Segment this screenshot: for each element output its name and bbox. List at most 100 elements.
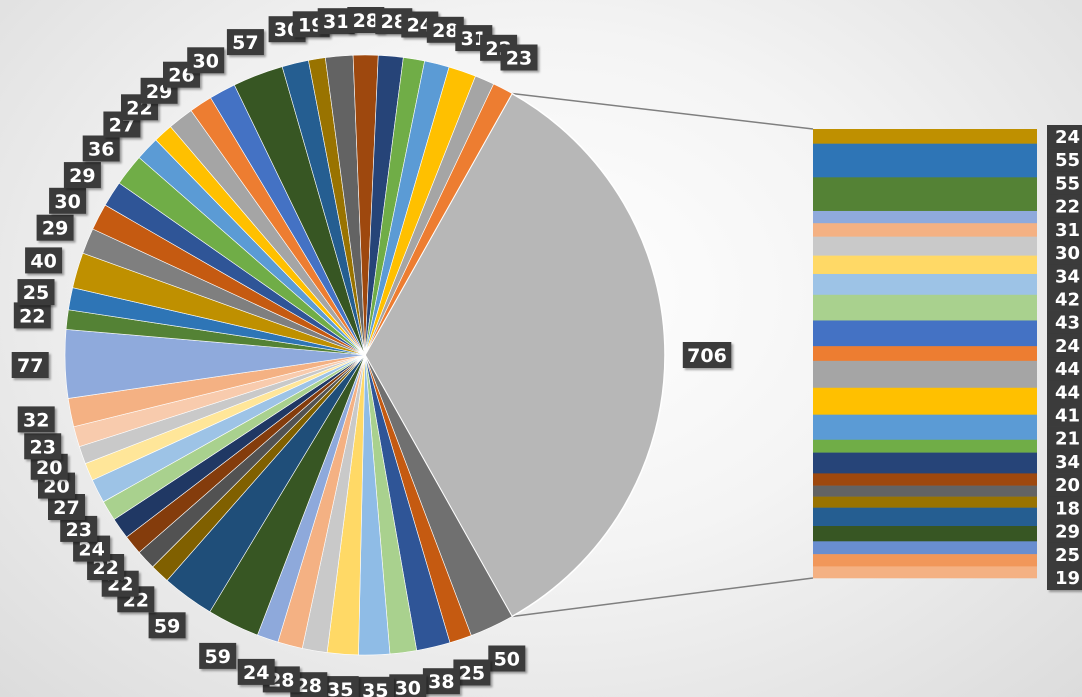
bar-segment (813, 177, 1037, 212)
data-label-box (1047, 217, 1082, 242)
data-label-text: 22 (92, 557, 118, 579)
pie-slices (64, 54, 666, 656)
data-label-text: 28 (381, 11, 407, 33)
data-label-box (1047, 287, 1082, 312)
data-label-text: 22 (1055, 197, 1080, 218)
data-label-box (682, 342, 732, 368)
bar-data-label: 19 (1047, 566, 1082, 590)
data-label-box (422, 668, 460, 695)
data-label-box (321, 676, 359, 697)
bar-segment (813, 143, 1037, 178)
data-label-box (1047, 194, 1082, 219)
data-label-text: 29 (42, 218, 68, 240)
data-label-box (1047, 241, 1082, 266)
data-label-box (199, 642, 237, 669)
bar-segment (813, 210, 1037, 224)
pie-data-label: 22 (87, 554, 125, 580)
pie-data-label: 22 (13, 302, 51, 329)
bar-segment (813, 507, 1037, 527)
data-label-box (1047, 426, 1082, 451)
bar-data-label: 41 (1047, 403, 1082, 428)
data-label-box (63, 162, 101, 189)
bar-data-label: 44 (1047, 380, 1082, 405)
data-label-text: 57 (232, 32, 258, 54)
data-label-text: 18 (1055, 498, 1080, 519)
data-label-text: 19 (1055, 568, 1080, 589)
pie-data-label: 29 (36, 214, 74, 241)
bar-segment (813, 294, 1037, 321)
data-label-box (1047, 171, 1082, 196)
data-label-box (13, 302, 51, 329)
data-label-text: 28 (353, 10, 379, 32)
bar-segment (813, 485, 1037, 497)
data-label-text: 24 (243, 662, 269, 684)
data-label-text: 30 (395, 677, 421, 697)
pie-data-label: 30 (187, 47, 225, 74)
pie-data-label: 40 (25, 247, 63, 274)
data-label-text: 23 (65, 519, 91, 541)
data-label-text: 50 (494, 649, 520, 671)
data-label-box (17, 406, 55, 433)
bar-data-label: 43 (1047, 310, 1082, 335)
bar-segment (813, 496, 1037, 508)
data-label-text: 28 (296, 675, 322, 697)
data-label-text: 29 (69, 165, 95, 187)
bar-segment (813, 473, 1037, 486)
bar-segment (813, 223, 1037, 237)
pie-data-labels: 7065025383035352828245959222222242327202… (11, 7, 732, 697)
data-label-box (17, 279, 55, 306)
pie-data-label: 77 (11, 352, 49, 378)
pie-data-label: 25 (453, 659, 491, 686)
data-label-box (1047, 380, 1082, 405)
connector-line-bottom (511, 577, 814, 618)
data-label-text: 30 (192, 50, 218, 72)
pie-data-label: 30 (49, 187, 87, 214)
data-label-text: 24 (407, 15, 433, 37)
data-label-box (82, 135, 120, 162)
data-label-box (25, 247, 63, 274)
data-label-text: 706 (687, 345, 727, 367)
data-label-text: 25 (23, 282, 49, 304)
data-label-text: 24 (1055, 127, 1080, 148)
bar-segment (813, 236, 1037, 256)
bar-data-label: 24 (1047, 333, 1082, 358)
pie-slice-other (364, 92, 666, 618)
stacked-bar-segments (813, 129, 1037, 579)
data-label-text: 32 (23, 409, 49, 431)
bar-data-label: 29 (1047, 519, 1082, 544)
bar-segment (813, 346, 1037, 362)
data-label-text: 29 (1055, 522, 1080, 543)
data-label-text: 25 (1055, 545, 1080, 566)
data-label-text: 30 (54, 191, 80, 213)
bar-data-label: 24 (1047, 125, 1082, 149)
data-label-text: 77 (17, 355, 43, 377)
pie-data-label: 59 (148, 612, 186, 639)
data-label-text: 55 (1055, 173, 1080, 194)
pie-data-label: 23 (24, 433, 62, 460)
data-label-box (237, 658, 275, 685)
data-label-text: 38 (428, 671, 454, 693)
data-label-text: 31 (323, 11, 349, 33)
data-label-box (36, 214, 74, 241)
bar-data-label: 21 (1047, 426, 1082, 451)
data-label-box (1047, 148, 1082, 173)
data-label-box (11, 352, 49, 378)
data-label-box (1047, 566, 1082, 590)
data-label-box (1047, 264, 1082, 289)
data-label-text: 35 (327, 679, 353, 697)
pie-data-label: 35 (321, 676, 359, 697)
data-label-box (1047, 403, 1082, 428)
bar-segment (813, 439, 1037, 453)
data-label-text: 20 (36, 457, 62, 479)
bar-segment (813, 566, 1037, 579)
data-label-box (1047, 333, 1082, 358)
bar-data-label: 25 (1047, 542, 1082, 567)
data-label-text: 31 (1055, 220, 1080, 241)
bar-data-label: 44 (1047, 357, 1082, 382)
bar-segment (813, 320, 1037, 347)
pie-data-label: 29 (63, 162, 101, 189)
data-label-text: 43 (1055, 313, 1080, 334)
pie-data-label: 23 (500, 44, 538, 71)
data-label-text: 28 (432, 20, 458, 42)
